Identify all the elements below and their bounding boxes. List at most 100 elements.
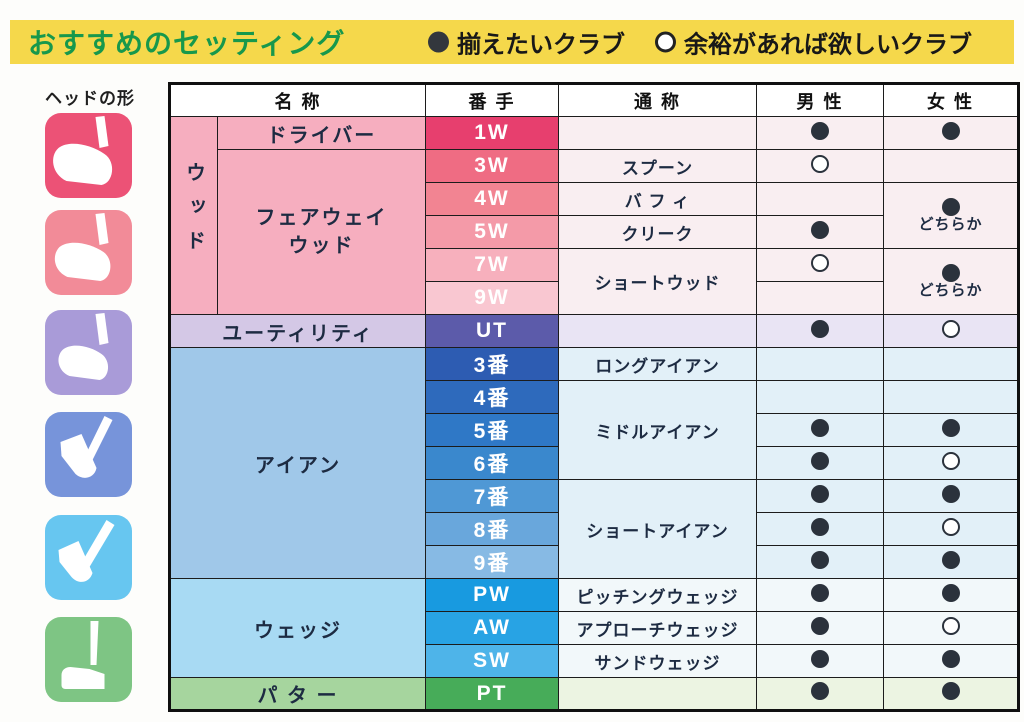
cell-alias-i3: ロングアイアン (558, 347, 757, 381)
driver-head-icon (45, 113, 132, 198)
wedge-head-glyph (58, 520, 115, 582)
male-mark-1w (811, 122, 829, 140)
cell-male-1w (756, 116, 884, 150)
cell-male-5w (756, 215, 884, 249)
iron-head-icon (45, 412, 132, 497)
cell-number-1w: 1W (425, 116, 559, 150)
female-mark-i9 (942, 551, 960, 569)
legend-item-optional: 余裕があれば欲しいクラブ (655, 25, 972, 60)
cell-male-i8 (756, 512, 884, 546)
iron-head-glyph (60, 416, 113, 478)
cell-number-i9: 9番 (425, 545, 559, 579)
cell-female-1w (883, 116, 1019, 150)
cell-number-pt: PT (425, 677, 559, 711)
cell-number-ut: UT (425, 314, 559, 348)
cell-female-i7 (883, 479, 1019, 513)
cell-number-5w: 5W (425, 215, 559, 249)
cell-male-i4 (756, 380, 884, 414)
table-row-i9: 9番 (170, 545, 1019, 579)
male-mark-5w (811, 221, 829, 239)
cell-female-sw (883, 644, 1019, 678)
cell-alias-7w9w: ショートウッド (558, 248, 757, 315)
table-row-pw: ウェッジ PW ピッチングウェッジ (169, 578, 1019, 678)
table-row-i5: 5番 (170, 413, 1019, 447)
cell-number-9w: 9W (425, 281, 559, 315)
cell-number-i4: 4番 (425, 380, 559, 414)
utility-head-icon (45, 310, 132, 395)
cell-name-fairway: フェアウェイウッド (217, 149, 426, 315)
filled-circle-icon (428, 31, 449, 53)
cell-number-i5: 5番 (425, 413, 559, 447)
header-alias: 通 称 (558, 83, 757, 117)
cell-number-aw: AW (425, 611, 559, 645)
table-row-aw: AW アプローチウェッジ (170, 611, 1019, 645)
table-row-3w: フェアウェイウッド 3W スプーン (170, 149, 1019, 315)
table-row-1w: ウッド ドライバー 1W (169, 116, 1019, 315)
head-shape-label: ヘッドの形 (45, 89, 135, 108)
putter-head-glyph (61, 621, 105, 689)
cell-name-utility: ユーティリティ (169, 314, 426, 348)
male-mark-pt (811, 682, 829, 700)
cell-section-wedge: ウェッジ (169, 578, 426, 678)
table-row-4w: 4W バ フ ィ どちらか (170, 182, 1019, 249)
wedge-head-icon (45, 515, 132, 600)
cell-alias-sw: サンドウェッジ (558, 644, 757, 678)
head-shape-icons (45, 113, 132, 702)
cell-female-ut (883, 314, 1019, 348)
cell-section-iron: アイアン (169, 347, 426, 579)
open-circle-icon (655, 31, 676, 53)
table-row-9w: 9W (170, 281, 1019, 315)
cell-female-7w9w: どちらか (883, 248, 1019, 315)
cell-alias-4w: バ フ ィ (558, 182, 757, 216)
cell-male-i5 (756, 413, 884, 447)
cell-female-aw (883, 611, 1019, 645)
cell-male-3w (756, 149, 884, 183)
table-row-i6: 6番 (170, 446, 1019, 480)
female-mark-pt (942, 682, 960, 700)
cell-alias-5w: クリーク (558, 215, 757, 249)
cell-alias-3w: スプーン (558, 149, 757, 183)
female-mark-ut (942, 320, 960, 338)
driver-head-glyph (53, 116, 113, 185)
cell-male-pt (756, 677, 884, 711)
male-mark-i9 (811, 551, 829, 569)
male-mark-aw (811, 617, 829, 635)
cell-number-i8: 8番 (425, 512, 559, 546)
male-mark-7w (811, 254, 829, 272)
cell-number-7w: 7W (425, 248, 559, 282)
table-row-5w: 5W クリーク (170, 215, 1019, 249)
cell-female-pw (883, 578, 1019, 612)
male-mark-i7 (811, 485, 829, 503)
legend-item-required: 揃えたいクラブ (428, 25, 625, 60)
either-choice-7w9w: どちらか (885, 262, 1018, 302)
cell-male-ut (756, 314, 884, 348)
cell-male-pw (756, 578, 884, 612)
male-mark-3w (811, 155, 829, 173)
cell-male-i3 (756, 347, 884, 381)
cell-alias-i4i6: ミドルアイアン (558, 380, 757, 480)
male-mark-pw (811, 584, 829, 602)
cell-male-4w (756, 182, 884, 216)
title-banner: おすすめのセッティング 揃えたいクラブ 余裕があれば欲しいクラブ (10, 20, 1014, 64)
fairway-label: フェアウェイウッド (255, 207, 388, 257)
cell-male-aw (756, 611, 884, 645)
table-row-pt: パ タ ー PT (169, 677, 1019, 711)
cell-name-putter: パ タ ー (169, 677, 426, 711)
cell-female-pt (883, 677, 1019, 711)
cell-section-wood: ウッド (169, 116, 218, 315)
cell-female-i8 (883, 512, 1019, 546)
table-row-i8: 8番 (170, 512, 1019, 546)
header-number: 番 手 (425, 83, 559, 117)
cell-female-4w5w: どちらか (883, 182, 1019, 249)
cell-male-sw (756, 644, 884, 678)
male-mark-i8 (811, 518, 829, 536)
page-title: おすすめのセッティング (28, 28, 346, 59)
utility-head-glyph (58, 313, 109, 380)
cell-name-driver: ドライバー (217, 116, 426, 150)
cell-female-i5 (883, 413, 1019, 447)
fairway-wood-head-glyph (54, 213, 111, 281)
female-mark-sw (942, 650, 960, 668)
cell-male-i7 (756, 479, 884, 513)
putter-head-icon (45, 617, 132, 702)
cell-number-sw: SW (425, 644, 559, 678)
